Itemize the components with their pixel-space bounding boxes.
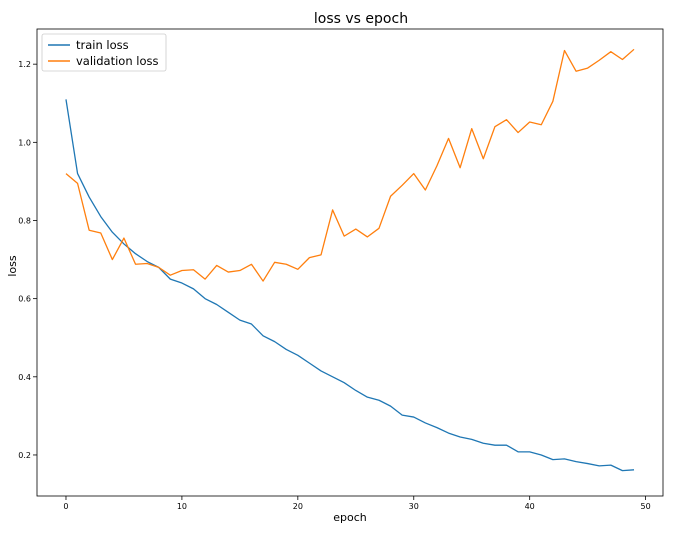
y-tick-label: 0.4 <box>18 373 31 382</box>
x-tick-label: 50 <box>641 502 651 511</box>
x-tick-label: 20 <box>293 502 303 511</box>
chart-title: loss vs epoch <box>314 11 408 27</box>
x-tick-label: 40 <box>525 502 535 511</box>
axes-frame <box>36 28 664 497</box>
y-tick-label: 0.6 <box>18 295 31 304</box>
x-tick-label: 10 <box>177 502 187 511</box>
legend-label-validation-loss: validation loss <box>76 54 159 68</box>
axes-layer: 0 10 20 30 40 50 0.2 0.4 0.6 0.8 1.0 1.2 <box>18 28 664 511</box>
legend-label-train-loss: train loss <box>76 38 129 52</box>
series-line-validation-loss <box>65 48 635 282</box>
y-tick-label: 0.2 <box>18 451 31 460</box>
y-axis-label: loss <box>6 255 19 277</box>
x-tick-label: 0 <box>63 502 68 511</box>
y-tick-label: 0.8 <box>18 216 31 225</box>
y-tick-label: 1.2 <box>18 60 31 69</box>
legend: train loss validation loss <box>41 33 167 72</box>
x-axis-label: epoch <box>333 511 367 524</box>
x-tick-label: 30 <box>409 502 419 511</box>
legend-box <box>41 33 167 72</box>
y-tick-label: 1.0 <box>18 138 31 147</box>
series-layer <box>65 48 635 472</box>
